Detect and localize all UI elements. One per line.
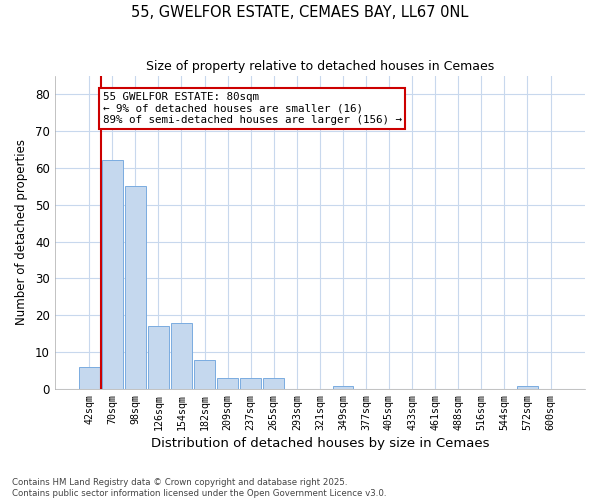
X-axis label: Distribution of detached houses by size in Cemaes: Distribution of detached houses by size … bbox=[151, 437, 489, 450]
Bar bbox=[263, 378, 284, 389]
Bar bbox=[194, 360, 215, 389]
Bar bbox=[217, 378, 238, 389]
Text: Contains HM Land Registry data © Crown copyright and database right 2025.
Contai: Contains HM Land Registry data © Crown c… bbox=[12, 478, 386, 498]
Bar bbox=[171, 323, 192, 389]
Y-axis label: Number of detached properties: Number of detached properties bbox=[15, 140, 28, 326]
Bar bbox=[79, 367, 100, 389]
Bar bbox=[148, 326, 169, 389]
Bar bbox=[332, 386, 353, 389]
Bar bbox=[240, 378, 261, 389]
Bar bbox=[517, 386, 538, 389]
Text: 55 GWELFOR ESTATE: 80sqm
← 9% of detached houses are smaller (16)
89% of semi-de: 55 GWELFOR ESTATE: 80sqm ← 9% of detache… bbox=[103, 92, 401, 126]
Bar bbox=[102, 160, 122, 389]
Bar bbox=[125, 186, 146, 389]
Title: Size of property relative to detached houses in Cemaes: Size of property relative to detached ho… bbox=[146, 60, 494, 73]
Text: 55, GWELFOR ESTATE, CEMAES BAY, LL67 0NL: 55, GWELFOR ESTATE, CEMAES BAY, LL67 0NL bbox=[131, 5, 469, 20]
